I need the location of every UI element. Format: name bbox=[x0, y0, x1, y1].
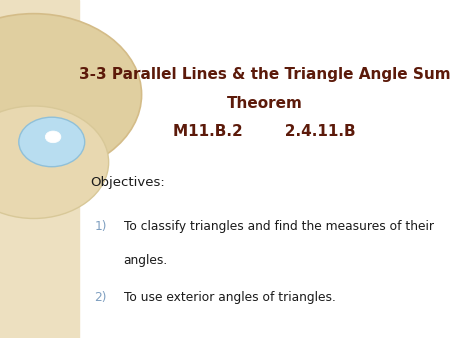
Text: To classify triangles and find the measures of their: To classify triangles and find the measu… bbox=[124, 220, 434, 233]
Bar bbox=[0, 0, 79, 338]
Text: 2): 2) bbox=[94, 291, 107, 304]
Text: 3-3 Parallel Lines & the Triangle Angle Sum: 3-3 Parallel Lines & the Triangle Angle … bbox=[79, 67, 450, 82]
Circle shape bbox=[0, 106, 108, 218]
Text: 1): 1) bbox=[94, 220, 107, 233]
Circle shape bbox=[19, 117, 85, 167]
Text: Theorem: Theorem bbox=[226, 96, 302, 111]
Text: Objectives:: Objectives: bbox=[90, 176, 165, 189]
Circle shape bbox=[45, 131, 61, 143]
Text: M11.B.2        2.4.11.B: M11.B.2 2.4.11.B bbox=[173, 124, 356, 139]
Text: To use exterior angles of triangles.: To use exterior angles of triangles. bbox=[124, 291, 336, 304]
Circle shape bbox=[0, 14, 142, 176]
Text: angles.: angles. bbox=[124, 254, 168, 267]
